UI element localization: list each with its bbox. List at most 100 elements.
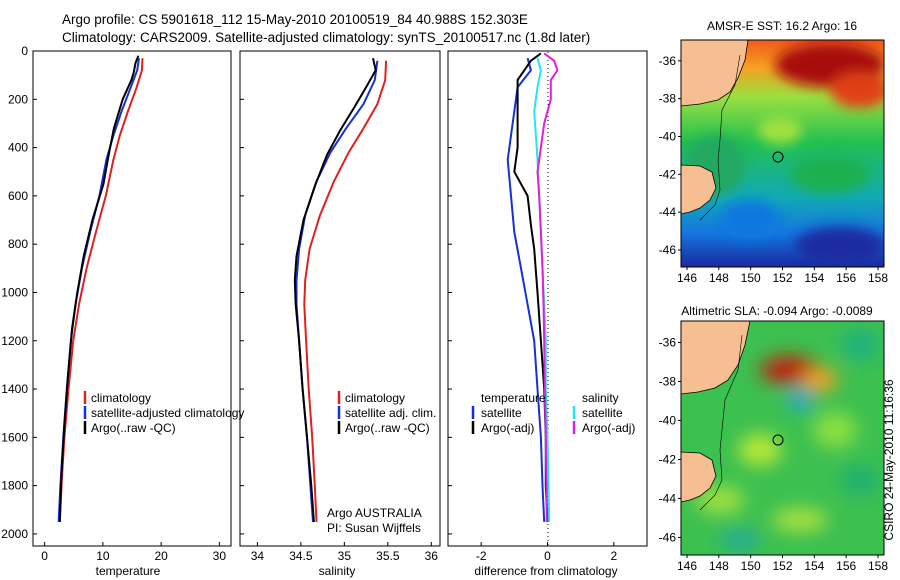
series-line-argo-raw-qc (58, 55, 140, 522)
temperature-axis-ticks: 0 10 20 30 (41, 542, 226, 563)
legend-label-temp-satellite: satellite (481, 406, 522, 420)
legend-title-temperature: temperature (481, 391, 546, 405)
salinity-series (293, 57, 388, 522)
temperature-legend: climatology satellite-adjusted climatolo… (83, 391, 244, 435)
lat-tick-label: -46 (659, 243, 677, 257)
argo-program-note: Argo AUSTRALIA (327, 506, 422, 520)
sst-land (681, 40, 749, 107)
depth-tick-label: 1400 (1, 382, 28, 396)
series-line-climatology (303, 60, 388, 522)
series-line-satellite-adjusted-climatology (57, 58, 140, 522)
legend-label-argo: Argo(..raw -QC) (345, 421, 430, 435)
legend-label-satellite: satellite adj. clim. (345, 406, 436, 420)
lon-tick-label: 146 (677, 559, 697, 573)
salinity-legend: climatology satellite adj. clim. Argo(..… (337, 391, 436, 435)
side-timestamp-label: CSIRO 24-May-2010 11:16:36 (882, 379, 896, 541)
legend-label-sal-argo: Argo(-adj) (582, 421, 635, 435)
depth-tick-label: 2000 (1, 527, 28, 541)
temperature-xlabel: temperature (96, 564, 161, 578)
lon-tick-label: 148 (709, 271, 729, 285)
series-line-salinity-argo-adj (536, 52, 559, 522)
depth-tick-label: 1600 (1, 430, 28, 444)
legend-label-climatology: climatology (91, 391, 151, 405)
difference-legend: temperature satellite Argo(-adj) salinit… (471, 391, 635, 435)
x-tick-label: 2 (610, 549, 617, 563)
argo-float-marker (772, 151, 784, 163)
sla-field (681, 321, 884, 555)
depth-tick-label: 1000 (1, 285, 28, 299)
lon-tick-label: 150 (741, 559, 761, 573)
x-tick-label: 30 (213, 549, 227, 563)
depth-tick-label: 400 (8, 141, 28, 155)
temperature-panel: 0 200 400 600 800 1000 1200 1400 1600 1800 2000 0 1… (1, 44, 452, 578)
series-line-argo-raw-qc (293, 57, 377, 522)
sla-lat-ticks: -36 -38 -40 -42 -44 -46 (659, 335, 681, 544)
difference-xlabel: difference from climatology (474, 564, 617, 578)
salinity-axes-frame (239, 50, 441, 547)
temperature-series (57, 55, 144, 522)
lat-tick-label: -36 (659, 54, 677, 68)
x-tick-label: 10 (96, 549, 110, 563)
depth-tick-label: 0 (21, 44, 28, 58)
depth-tick-label: 200 (8, 92, 28, 106)
lat-tick-label: -38 (659, 92, 677, 106)
sst-tasmania (681, 164, 717, 215)
lon-tick-label: 154 (804, 271, 824, 285)
legend-label-argo: Argo(..raw -QC) (91, 421, 176, 435)
lon-tick-label: 152 (772, 271, 792, 285)
depth-tick-label: 600 (8, 189, 28, 203)
lon-tick-label: 156 (836, 271, 856, 285)
title-line1: Argo profile: CS 5901618_112 15-May-2010… (62, 12, 528, 27)
depth-tick-label: 1800 (1, 479, 28, 493)
sla-lon-ticks: 146 148 150 152 154 156 158 (677, 555, 888, 573)
difference-axis-ticks: -2 0 2 (476, 542, 617, 563)
depth-tick-label: 800 (8, 237, 28, 251)
legend-label-climatology: climatology (345, 391, 405, 405)
x-tick-label: 0 (544, 549, 551, 563)
sst-field (681, 40, 884, 267)
sla-bathymetry-contour (699, 334, 743, 511)
legend-label-satellite: satellite-adjusted climatology (91, 406, 244, 420)
sst-lat-ticks: -36 -38 -40 -42 -44 -46 (659, 54, 681, 257)
lon-tick-label: 154 (804, 559, 824, 573)
sst-bathymetry-contour (699, 54, 741, 221)
lat-tick-label: -46 (659, 530, 677, 544)
salinity-axis-ticks: 34 34.5 35 35.5 36 (251, 542, 439, 563)
sst-map: AMSR-E SST: 16.2 Argo: 16 -36 -38 -40 -42 -4… (659, 19, 889, 285)
difference-series (506, 52, 559, 522)
lat-tick-label: -40 (659, 129, 677, 143)
x-tick-label: 35.5 (376, 549, 400, 563)
sst-map-title: AMSR-E SST: 16.2 Argo: 16 (707, 19, 857, 33)
argo-float-marker (772, 434, 784, 446)
sla-tasmania (681, 451, 717, 503)
depth-axis-ticks: 0 200 400 600 800 1000 1200 1400 1600 1800 2000 (1, 44, 452, 541)
x-tick-label: 35 (338, 549, 352, 563)
difference-panel: -2 0 2 difference from climatology tempera… (447, 50, 648, 578)
sla-map: Altimetric SLA: -0.094 Argo: -0.0089 -36… (659, 304, 889, 573)
x-tick-label: 36 (425, 549, 439, 563)
x-tick-label: 20 (154, 549, 168, 563)
lat-tick-label: -42 (659, 452, 677, 466)
x-tick-label: 34.5 (289, 549, 313, 563)
salinity-xlabel: salinity (319, 564, 356, 578)
sla-land (681, 321, 751, 395)
x-tick-label: -2 (476, 549, 487, 563)
sla-map-title: Altimetric SLA: -0.094 Argo: -0.0089 (681, 304, 873, 318)
series-line-climatology (58, 58, 144, 522)
x-tick-label: 34 (251, 549, 265, 563)
title-line2: Climatology: CARS2009. Satellite-adjuste… (62, 30, 590, 45)
temperature-axes-frame (32, 50, 232, 547)
argo-pi-note: PI: Susan Wijffels (327, 521, 421, 535)
lat-tick-label: -38 (659, 374, 677, 388)
legend-label-sal-satellite: satellite (582, 406, 623, 420)
depth-tick-label: 1200 (1, 334, 28, 348)
lat-tick-label: -36 (659, 335, 677, 349)
lon-tick-label: 158 (868, 559, 888, 573)
lon-tick-label: 152 (772, 559, 792, 573)
sst-lon-ticks: 146 148 150 152 154 156 158 (677, 267, 888, 285)
x-tick-label: 0 (41, 549, 48, 563)
lat-tick-label: -44 (659, 491, 677, 505)
lon-tick-label: 150 (741, 271, 761, 285)
lat-tick-label: -42 (659, 167, 677, 181)
lon-tick-label: 148 (709, 559, 729, 573)
